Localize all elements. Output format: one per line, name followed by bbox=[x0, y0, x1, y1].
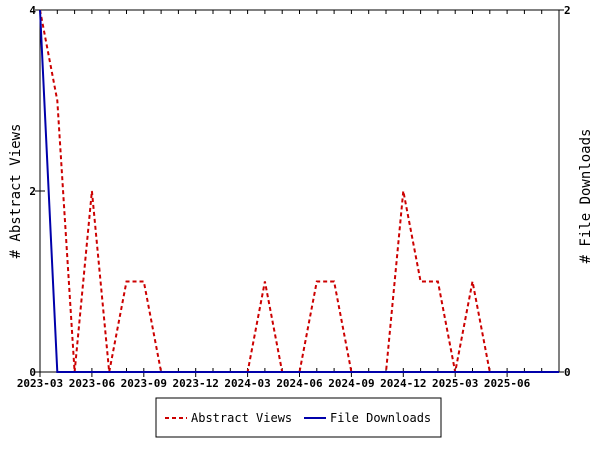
legend-box bbox=[155, 397, 442, 438]
x-tick-label: 2024-09 bbox=[328, 377, 374, 390]
y-axis-right-title: # File Downloads bbox=[578, 129, 594, 264]
series-line-abstract-views bbox=[39, 9, 559, 373]
y-tick-label: 2 bbox=[29, 185, 36, 198]
plot-area bbox=[39, 9, 560, 373]
x-tick-label: 2025-06 bbox=[484, 377, 531, 390]
y-axis-left-title: # Abstract Views bbox=[8, 124, 24, 259]
series-layer bbox=[39, 9, 559, 373]
x-tick-label: 2023-12 bbox=[173, 377, 219, 390]
legend-label-file-downloads: File Downloads bbox=[330, 411, 431, 425]
y-tick-label: 0 bbox=[29, 366, 36, 379]
y2-tick-label: 0 bbox=[564, 366, 571, 379]
x-tick-label: 2023-06 bbox=[69, 377, 116, 390]
x-axis: 2023-03 2023-06 2023-09 2023-12 2024-03 2024-… bbox=[17, 10, 560, 390]
series-line-file-downloads bbox=[39, 9, 559, 373]
x-tick-label: 2024-03 bbox=[224, 377, 270, 390]
x-tick-label: 2023-03 bbox=[17, 377, 63, 390]
legend-label-abstract-views: Abstract Views bbox=[191, 411, 292, 425]
x-tick-label: 2024-12 bbox=[380, 377, 426, 390]
y2-tick-label: 2 bbox=[564, 4, 571, 17]
legend: Abstract Views File Downloads bbox=[155, 397, 442, 438]
x-tick-label: 2024-06 bbox=[276, 377, 323, 390]
x-tick-label: 2023-09 bbox=[121, 377, 167, 390]
x-tick-label: 2025-03 bbox=[432, 377, 478, 390]
y-tick-label: 4 bbox=[29, 4, 36, 17]
